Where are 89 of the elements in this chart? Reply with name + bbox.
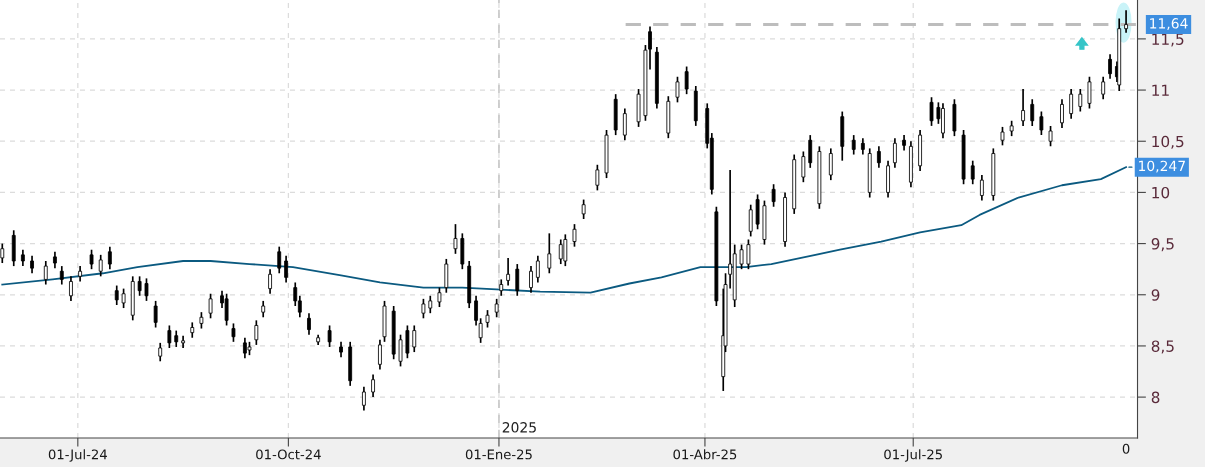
x-tick-label: 01-Jul-25	[884, 449, 942, 462]
candlestick	[1048, 125, 1053, 148]
candlestick	[675, 75, 680, 104]
candlestick	[158, 342, 163, 363]
candlestick	[572, 223, 577, 248]
candlestick	[114, 284, 119, 306]
text: 0	[1122, 443, 1130, 454]
candlestick	[515, 263, 520, 297]
candlestick	[398, 333, 403, 368]
annotation: 10,247	[1139, 160, 1185, 173]
candlestick	[746, 238, 751, 271]
candlestick	[1087, 75, 1092, 110]
candlestick	[739, 243, 744, 271]
candlestick	[979, 174, 984, 202]
candlestick	[437, 286, 442, 308]
candlestick	[284, 255, 288, 284]
candlestick	[622, 107, 627, 142]
candlestick	[277, 245, 282, 275]
candlestick	[929, 96, 934, 127]
candlestick	[1060, 98, 1064, 129]
candlestick	[1078, 88, 1083, 113]
candlestick	[371, 373, 375, 398]
candlestick	[89, 248, 94, 271]
candlestick	[307, 312, 311, 336]
candlestick	[231, 322, 236, 343]
candlestick	[494, 298, 499, 319]
candlestick	[107, 245, 112, 271]
candlestick	[144, 277, 149, 302]
candlestick	[444, 258, 449, 294]
candlestick	[1000, 126, 1005, 147]
candlestick	[581, 198, 586, 220]
candlestick	[547, 232, 552, 275]
candlestick	[412, 324, 417, 353]
candlestick	[268, 268, 272, 295]
candlestick	[1021, 88, 1025, 127]
candlestick	[121, 287, 126, 309]
candlestick	[1108, 53, 1112, 80]
candlestick	[474, 294, 478, 327]
candlestick	[1124, 9, 1128, 34]
candlestick	[378, 338, 382, 371]
y-tick-label: 11	[1152, 84, 1169, 96]
candlestick	[453, 223, 458, 255]
ref-line-label: 2025	[502, 422, 536, 433]
y-tick-label: 8	[1151, 391, 1160, 404]
candlestick	[167, 324, 172, 349]
candlestick	[1069, 88, 1074, 120]
y-tick-label: 8,5	[1151, 340, 1174, 354]
candlestick	[748, 203, 753, 238]
x-tick-label: 01-Oct-24	[256, 449, 321, 460]
x-tick-label: 01-Ene-25	[465, 449, 532, 460]
candlestick	[563, 233, 568, 267]
candlestick	[808, 134, 813, 169]
candlestick	[1039, 110, 1044, 136]
candlestick	[59, 265, 64, 286]
candlestick	[208, 292, 213, 320]
candlestick	[771, 183, 776, 208]
candlestick	[828, 147, 833, 181]
candlestick	[558, 238, 563, 265]
x-tick-label: 01-Jul-24	[48, 449, 107, 462]
candlestick	[684, 65, 689, 95]
candlestick	[801, 150, 806, 184]
candlestick	[876, 145, 881, 169]
candlestick	[405, 324, 410, 360]
candlestick	[153, 300, 158, 329]
candlestick	[595, 163, 600, 192]
candlestick	[224, 292, 229, 327]
y-tick-label: 10,5	[1152, 135, 1184, 149]
candlestick	[69, 275, 73, 302]
x-tick-label: 01-Abr-25	[673, 449, 737, 460]
candlestick	[478, 317, 483, 344]
candlestick	[137, 275, 142, 297]
candlestick	[506, 257, 511, 287]
y-tick-label: 10	[1152, 186, 1170, 199]
candlestick	[970, 159, 975, 186]
candlestick	[1030, 98, 1035, 127]
candlestick	[362, 386, 366, 412]
candlestick	[98, 254, 103, 278]
y-tick-label: 9,5	[1151, 238, 1174, 252]
candlestick	[851, 134, 856, 156]
ref-line-label: 11,64	[1150, 18, 1188, 31]
candlestick	[1101, 75, 1106, 101]
y-tick-label: 9	[1151, 289, 1160, 301]
candlestick	[327, 324, 332, 348]
candlestick	[421, 298, 426, 320]
candlestick	[254, 319, 259, 346]
candlestick	[893, 137, 897, 169]
candlestick	[43, 260, 48, 286]
candlestick	[535, 255, 540, 284]
candlestick	[529, 265, 533, 294]
